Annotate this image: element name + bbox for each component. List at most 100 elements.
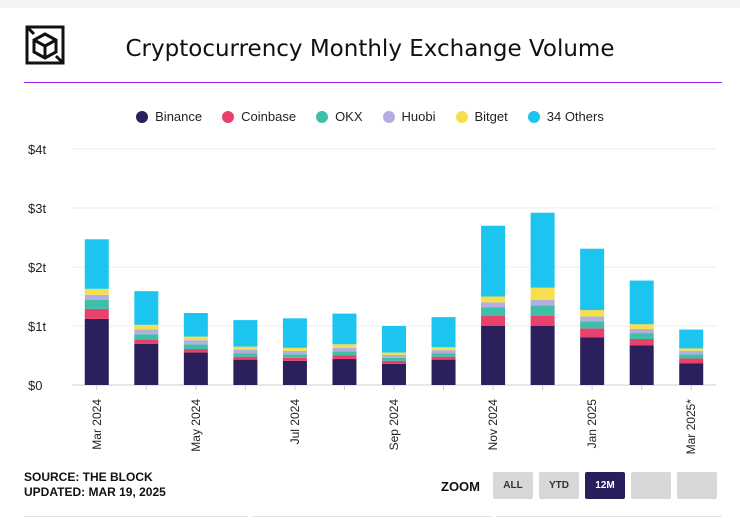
- bar-segment: [233, 349, 258, 354]
- chart-footer: SOURCE: THE BLOCK UPDATED: MAR 19, 2025: [24, 470, 166, 500]
- bar-segment: [134, 291, 159, 325]
- bar-segment: [481, 302, 506, 308]
- cube-logo-icon: [25, 25, 65, 65]
- bar-segment: [84, 318, 109, 385]
- bar-segment: [84, 294, 109, 301]
- bar-segment: [183, 336, 208, 341]
- bottom-divider: [496, 516, 722, 517]
- x-tick-label: Mar 2024: [90, 399, 104, 450]
- bar-segment: [580, 316, 605, 322]
- bar-segment: [580, 248, 605, 311]
- legend-label: Coinbase: [241, 109, 297, 124]
- bar-segment: [84, 288, 109, 295]
- bar-segment: [629, 333, 654, 339]
- bar-segment: [679, 348, 704, 351]
- zoom-ytd-button[interactable]: YTD: [539, 472, 579, 499]
- bar-segment: [580, 337, 605, 385]
- bar-segment: [282, 350, 307, 355]
- bar-segment: [134, 324, 159, 330]
- bar-segment: [382, 357, 406, 361]
- legend-item-huobi[interactable]: Huobi: [382, 109, 436, 124]
- legend-item-okx[interactable]: OKX: [316, 109, 363, 124]
- bar-segment: [679, 329, 704, 349]
- bar-segment: [332, 313, 357, 345]
- bar-segment: [431, 317, 456, 348]
- bar-segment: [183, 313, 208, 337]
- x-tick-label: Mar 2025*: [684, 399, 698, 455]
- legend-dot: [527, 110, 540, 123]
- bottom-divider: [252, 516, 492, 517]
- chart-legend: Binance Coinbase OKX Huobi Bitget 34 Oth…: [0, 109, 740, 124]
- bar-segment: [530, 305, 555, 316]
- bar-segment: [233, 353, 258, 357]
- bar-segment: [183, 340, 208, 345]
- bar-segment: [282, 357, 307, 361]
- bar-segment: [431, 356, 456, 360]
- bar-segment: [282, 347, 307, 351]
- bar-segment: [580, 310, 605, 317]
- zoom-blank-button-2[interactable]: [677, 472, 717, 499]
- bar-segment: [233, 320, 258, 347]
- legend-item-bitget[interactable]: Bitget: [455, 109, 508, 124]
- bar-segment: [332, 359, 357, 385]
- bar-segment: [134, 329, 159, 335]
- bar-segment: [233, 346, 258, 350]
- source-text: SOURCE: THE BLOCK: [24, 470, 153, 484]
- bar-segment: [431, 353, 456, 357]
- bar-segment: [481, 326, 506, 385]
- bar-segment: [629, 338, 654, 346]
- bar-segment: [481, 296, 506, 303]
- bar-segment: [679, 358, 704, 364]
- stacked-bar-chart: $0 $1t $2t $3t $4t Mar 2024 May 2024 Jul 2024 Se…: [28, 142, 716, 455]
- zoom-blank-button-1[interactable]: [631, 472, 671, 499]
- bar-segment: [530, 315, 555, 326]
- legend-dot: [222, 110, 235, 123]
- legend-label: OKX: [335, 109, 363, 124]
- bar-segment: [282, 354, 307, 358]
- legend-label: Binance: [155, 109, 203, 124]
- bar-segment: [382, 352, 406, 355]
- bar-segment: [530, 287, 555, 301]
- bar-segment: [629, 280, 654, 325]
- updated-text: UPDATED: MAR 19, 2025: [24, 485, 166, 499]
- bar-segment: [530, 300, 555, 306]
- bar-segment: [134, 343, 159, 385]
- bar-segment: [580, 321, 605, 329]
- bar-segment: [84, 300, 109, 309]
- zoom-label: ZOOM: [441, 479, 480, 494]
- bar-segment: [431, 350, 456, 354]
- bar-segment: [282, 318, 307, 348]
- bar-segment: [580, 328, 605, 338]
- bar-segment: [481, 307, 506, 316]
- bar-segment: [481, 315, 506, 326]
- bar-segment: [382, 326, 406, 353]
- bar-segment: [282, 360, 307, 385]
- zoom-all-button[interactable]: ALL: [493, 472, 533, 499]
- y-tick-label: $3t: [28, 201, 46, 216]
- legend-item-coinbase[interactable]: Coinbase: [222, 109, 296, 124]
- bar-segment: [134, 339, 159, 344]
- bar-segment: [84, 239, 109, 289]
- bar-segment: [382, 360, 406, 364]
- bar-segment: [233, 359, 258, 385]
- bar-segment: [183, 349, 208, 353]
- zoom-12m-button[interactable]: 12M: [585, 472, 625, 499]
- x-tick-label: May 2024: [189, 399, 203, 452]
- bar-segment: [431, 347, 456, 351]
- bar-segment: [679, 354, 704, 359]
- legend-item-others[interactable]: 34 Others: [527, 109, 604, 124]
- title-divider: [24, 82, 722, 83]
- legend-item-binance[interactable]: Binance: [136, 109, 202, 124]
- bar-segment: [481, 225, 506, 297]
- y-tick-label: $4t: [28, 142, 46, 157]
- bar-segment: [629, 328, 654, 334]
- y-tick-label: $2t: [28, 260, 46, 275]
- legend-dot: [136, 110, 149, 123]
- bar-segment: [629, 345, 654, 385]
- legend-label: Huobi: [401, 109, 436, 124]
- x-tick-label: Nov 2024: [486, 399, 500, 451]
- chart-card: [0, 8, 740, 524]
- bar-segment: [382, 354, 406, 358]
- legend-dot: [316, 110, 329, 123]
- page-title: Cryptocurrency Monthly Exchange Volume: [125, 36, 615, 62]
